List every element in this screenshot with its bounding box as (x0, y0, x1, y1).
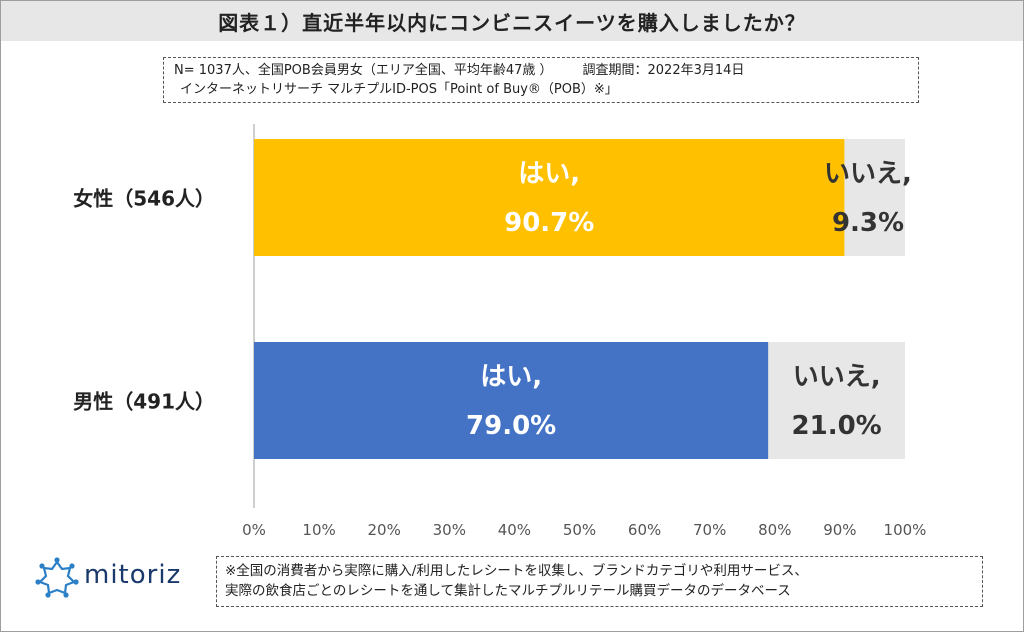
footer-note-box: ※全国の消費者から実際に購入/利用したレシートを収集し、ブランドカテゴリや利用サ… (216, 556, 983, 607)
bar-no (844, 139, 905, 256)
bar-yes-value: 90.7% (504, 208, 594, 238)
x-tick-label: 0% (242, 521, 266, 539)
chart-title-bar: 図表１）直近半年以内にコンビニスイーツを購入しましたか？ (1, 1, 1023, 41)
x-tick-label: 40% (498, 521, 531, 539)
x-tick-label: 60% (628, 521, 661, 539)
bar-no-value: 9.3% (832, 208, 904, 238)
footer-note-line1: ※全国の消費者から実際に購入/利用したレシートを収集し、ブランドカテゴリや利用サ… (225, 563, 808, 579)
mitoriz-star-logo-icon (35, 557, 79, 598)
mitoriz-logo: mitoriz (34, 556, 194, 600)
x-tick-label: 80% (758, 521, 791, 539)
bar-yes-value: 79.0% (466, 411, 556, 441)
bar-no-value: 21.0% (792, 411, 882, 441)
bar-yes-label: はい, (518, 159, 580, 189)
category-label: 男性（491人） (73, 390, 215, 414)
chart-title: 図表１）直近半年以内にコンビニスイーツを購入しましたか？ (218, 10, 806, 35)
x-tick-label: 50% (563, 521, 596, 539)
bar-no-label: いいえ, (793, 362, 881, 392)
survey-sample-text: N= 1037人、全国POB会員男女（エリア全国、平均年齢47歳 ） (174, 63, 553, 78)
bar-yes-label: はい, (480, 362, 542, 392)
x-tick-label: 90% (823, 521, 856, 539)
survey-note-line2: インターネットリサーチ マルチプルID-POS「Point of Buy®（PO… (180, 82, 618, 97)
bar-no (768, 342, 905, 459)
survey-note-line1: N= 1037人、全国POB会員男女（エリア全国、平均年齢47歳 ） 調査期間：2… (174, 61, 908, 80)
survey-date-text: 調査期間：2022年3月14日 (582, 63, 745, 78)
bar-yes (254, 342, 769, 459)
x-tick-label: 30% (433, 521, 466, 539)
x-tick-label: 10% (302, 521, 335, 539)
x-tick-label: 70% (693, 521, 726, 539)
survey-note-box: N= 1037人、全国POB会員男女（エリア全国、平均年齢47歳 ） 調査期間：2… (163, 57, 919, 103)
bar-yes (254, 139, 845, 256)
category-label: 女性（546人） (73, 187, 215, 211)
x-tick-label: 20% (368, 521, 401, 539)
x-tick-label: 100% (884, 521, 927, 539)
footer-note-line2: 実際の飲食店ごとのレシートを通して集計したマルチプルリテール購買データのデータベ… (225, 583, 791, 599)
mitoriz-logo-text: mitoriz (84, 560, 182, 590)
bar-no-label: いいえ, (824, 159, 912, 189)
